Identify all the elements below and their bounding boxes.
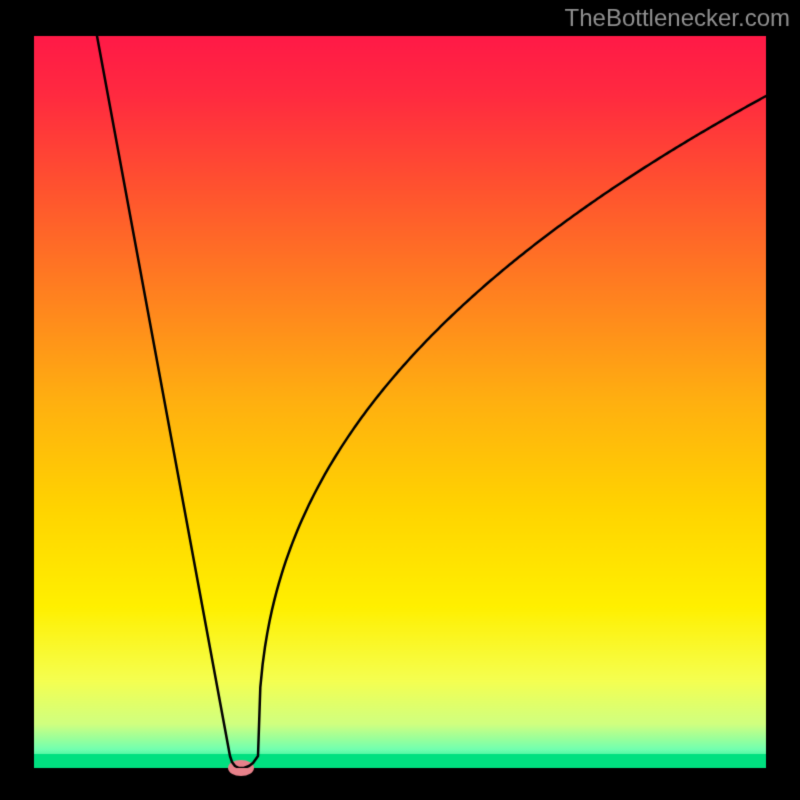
bottleneck-chart-canvas — [0, 0, 800, 800]
